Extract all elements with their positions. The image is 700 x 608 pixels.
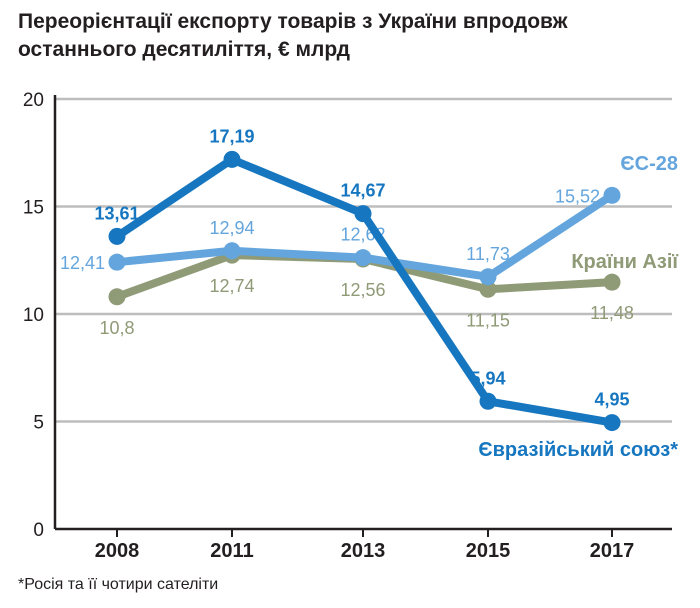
chart-title: Переорієнтації експорту товарів з Україн… bbox=[18, 8, 678, 64]
y-tick-label: 20 bbox=[23, 90, 44, 111]
data-label: 12,56 bbox=[340, 280, 385, 300]
chart-title-line-1: Переорієнтації експорту товарів з Україн… bbox=[18, 10, 568, 33]
x-tick-label: 2015 bbox=[466, 540, 511, 562]
y-tick-label: 10 bbox=[23, 305, 44, 326]
data-label: 17,19 bbox=[209, 126, 254, 146]
data-point bbox=[223, 150, 241, 168]
data-label: 11,73 bbox=[466, 244, 510, 264]
data-label: 11,15 bbox=[466, 310, 510, 330]
series-name-label: ЄС-28 bbox=[620, 153, 678, 175]
data-point bbox=[603, 273, 621, 291]
data-label: 12,94 bbox=[209, 218, 254, 238]
data-label: 4,95 bbox=[594, 390, 629, 410]
data-label: 14,67 bbox=[340, 181, 385, 201]
x-tick-label: 2013 bbox=[341, 540, 386, 562]
data-point bbox=[108, 288, 126, 306]
series-name-label: Євразійський союз* bbox=[478, 439, 678, 461]
y-tick-label: 5 bbox=[33, 413, 44, 434]
data-point bbox=[479, 268, 497, 286]
data-point bbox=[354, 205, 372, 223]
x-tick-label: 2017 bbox=[590, 540, 635, 562]
data-label: 11,48 bbox=[590, 303, 634, 323]
data-label: 5,94 bbox=[470, 368, 505, 388]
data-point bbox=[603, 414, 621, 432]
data-point bbox=[108, 227, 126, 245]
x-tick-label: 2011 bbox=[210, 540, 253, 562]
data-point bbox=[354, 249, 372, 267]
data-label: 12,74 bbox=[209, 276, 254, 296]
data-point bbox=[223, 242, 241, 260]
data-point bbox=[479, 280, 497, 298]
data-point bbox=[479, 392, 497, 410]
data-label: 10,8 bbox=[99, 318, 134, 338]
y-tick-label: 0 bbox=[33, 520, 44, 541]
data-label: 12,41 bbox=[60, 253, 105, 273]
data-point bbox=[603, 186, 621, 204]
footnote: *Росія та її чотири сателіти bbox=[18, 576, 219, 593]
data-label: 13,61 bbox=[94, 203, 139, 223]
series-name-label: Країни Азії bbox=[571, 251, 678, 273]
chart-title-line-2: останнього десятиліття, € млрд bbox=[18, 38, 350, 61]
y-tick-label: 15 bbox=[23, 198, 44, 219]
x-tick-label: 2008 bbox=[95, 540, 140, 562]
data-label: 15,52 bbox=[555, 186, 600, 206]
data-point bbox=[108, 253, 126, 271]
